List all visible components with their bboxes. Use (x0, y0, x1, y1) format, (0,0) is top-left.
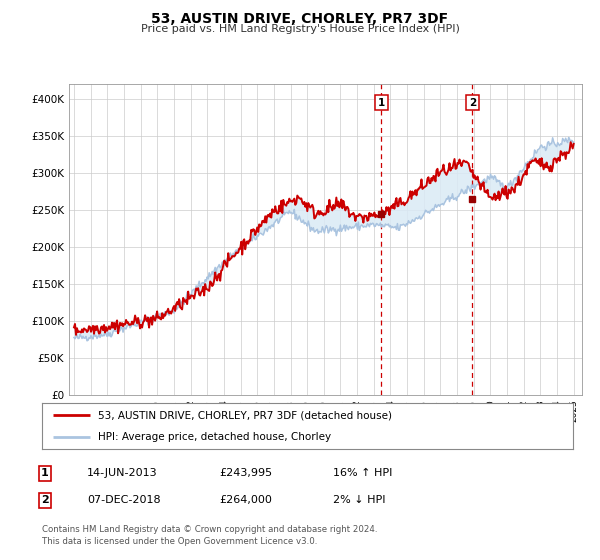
Text: 16% ↑ HPI: 16% ↑ HPI (333, 468, 392, 478)
Text: Contains HM Land Registry data © Crown copyright and database right 2024.: Contains HM Land Registry data © Crown c… (42, 525, 377, 534)
Text: 07-DEC-2018: 07-DEC-2018 (87, 495, 161, 505)
Text: 2: 2 (469, 97, 476, 108)
Text: £243,995: £243,995 (219, 468, 272, 478)
Text: 1: 1 (377, 97, 385, 108)
Text: 2% ↓ HPI: 2% ↓ HPI (333, 495, 386, 505)
Text: £264,000: £264,000 (219, 495, 272, 505)
Text: 53, AUSTIN DRIVE, CHORLEY, PR7 3DF (detached house): 53, AUSTIN DRIVE, CHORLEY, PR7 3DF (deta… (98, 410, 392, 420)
Text: Price paid vs. HM Land Registry's House Price Index (HPI): Price paid vs. HM Land Registry's House … (140, 24, 460, 34)
Text: This data is licensed under the Open Government Licence v3.0.: This data is licensed under the Open Gov… (42, 537, 317, 546)
Text: 2: 2 (41, 495, 49, 505)
Text: 1: 1 (41, 468, 49, 478)
Text: HPI: Average price, detached house, Chorley: HPI: Average price, detached house, Chor… (98, 432, 331, 442)
Text: 14-JUN-2013: 14-JUN-2013 (87, 468, 158, 478)
Text: 53, AUSTIN DRIVE, CHORLEY, PR7 3DF: 53, AUSTIN DRIVE, CHORLEY, PR7 3DF (151, 12, 449, 26)
